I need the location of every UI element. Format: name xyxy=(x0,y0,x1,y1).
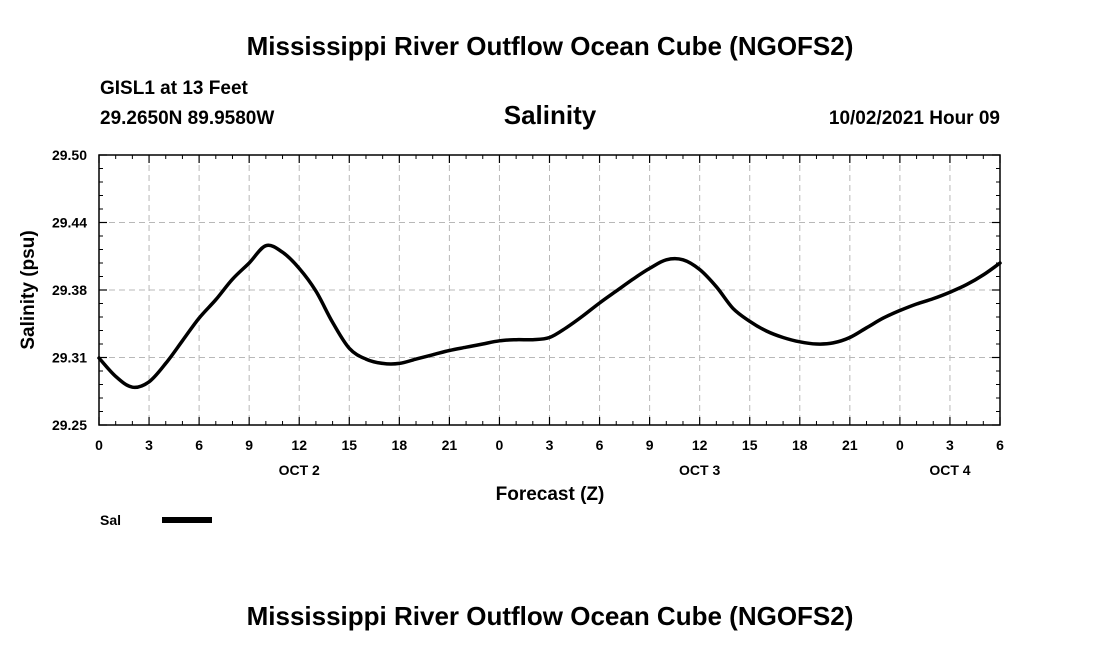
x-tick-label: 9 xyxy=(646,437,654,453)
x-tick-label: 6 xyxy=(596,437,604,453)
x-tick-label: 3 xyxy=(946,437,954,453)
grid-lines xyxy=(99,155,1000,425)
chart-title: Mississippi River Outflow Ocean Cube (NG… xyxy=(247,31,854,61)
y-tick-label: 29.38 xyxy=(52,282,87,298)
x-tick-label: 21 xyxy=(842,437,858,453)
y-tick-labels: 29.50 29.44 29.38 29.31 29.25 xyxy=(52,147,87,433)
x-tick-label: 12 xyxy=(692,437,708,453)
y-axis-label: Salinity (psu) xyxy=(18,230,39,349)
x-tick-label: 6 xyxy=(996,437,1004,453)
x-axis-label: Forecast (Z) xyxy=(496,484,605,505)
y-tick-label: 29.25 xyxy=(52,417,87,433)
y-tick-label: 29.44 xyxy=(52,215,87,231)
x-tick-label: 15 xyxy=(341,437,357,453)
legend-label: Sal xyxy=(100,512,121,528)
y-tick-label: 29.50 xyxy=(52,147,87,163)
series-line-sal xyxy=(97,243,1002,390)
day-label: OCT 3 xyxy=(679,462,720,478)
x-tick-label: 0 xyxy=(95,437,103,453)
x-tick-label: 15 xyxy=(742,437,758,453)
station-coords: 29.2650N 89.9580W xyxy=(100,108,274,129)
variable-title: Salinity xyxy=(504,100,597,130)
x-tick-labels: 0 3 6 9 12 15 18 21 0 3 6 9 12 15 18 21 0 3 6 xyxy=(95,437,1004,453)
footer-title: Mississippi River Outflow Ocean Cube (NG… xyxy=(247,601,854,631)
x-tick-label: 12 xyxy=(291,437,307,453)
x-tick-label: 0 xyxy=(496,437,504,453)
axis-ticks xyxy=(98,154,1001,426)
x-tick-label: 18 xyxy=(392,437,408,453)
day-labels: OCT 2 OCT 3 OCT 4 xyxy=(279,462,971,478)
forecast-timestamp: 10/02/2021 Hour 09 xyxy=(829,108,1000,129)
station-name: GISL1 at 13 Feet xyxy=(100,78,249,99)
day-label: OCT 4 xyxy=(929,462,970,478)
x-tick-label: 9 xyxy=(245,437,253,453)
day-label: OCT 2 xyxy=(279,462,320,478)
x-tick-label: 3 xyxy=(546,437,554,453)
x-tick-label: 0 xyxy=(896,437,904,453)
y-tick-label: 29.31 xyxy=(52,350,87,366)
x-tick-label: 18 xyxy=(792,437,808,453)
x-tick-label: 3 xyxy=(145,437,153,453)
x-tick-label: 21 xyxy=(442,437,458,453)
x-tick-label: 6 xyxy=(195,437,203,453)
